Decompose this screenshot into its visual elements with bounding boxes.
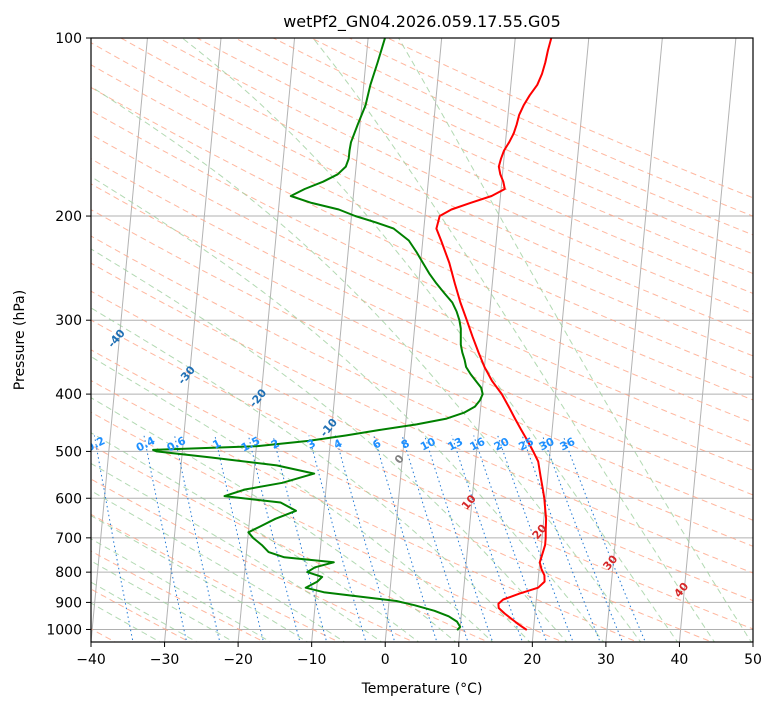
dry-adiabat <box>91 550 266 642</box>
moist-adiabat <box>181 38 679 642</box>
dry-adiabat <box>91 262 753 574</box>
y-tick-label: 1000 <box>46 622 82 638</box>
isotherm-gridline <box>164 38 222 642</box>
mixing-ratio-label: 16 <box>468 435 488 454</box>
data-layer <box>152 38 553 631</box>
dry-adiabat <box>157 38 753 315</box>
moist-adiabat <box>398 38 752 642</box>
isotherm-gridline <box>237 38 296 642</box>
moist-adiabat <box>91 560 235 642</box>
isotherm-gridline <box>384 38 443 642</box>
grid-layer <box>91 38 753 642</box>
moist-adiabat <box>91 176 605 642</box>
dry-adiabat <box>91 588 191 642</box>
dry-adiabat <box>91 411 564 642</box>
mixing-ratio-label: 10 <box>418 435 438 454</box>
x-tick-label: −40 <box>76 652 106 668</box>
x-tick-label: −30 <box>150 652 180 668</box>
dry-adiabat <box>91 209 753 521</box>
y-tick-label: 300 <box>55 313 82 329</box>
y-tick-label: 600 <box>55 491 82 507</box>
dry-adiabat <box>91 158 753 471</box>
x-tick-label: 10 <box>450 652 468 668</box>
mixing-ratio-label: 30 <box>537 435 557 454</box>
x-tick-label: 30 <box>597 652 615 668</box>
moist-adiabat <box>91 538 272 642</box>
moist-adiabat <box>91 432 420 642</box>
isotherm-gridline <box>531 38 590 642</box>
dry-adiabat <box>91 86 753 401</box>
y-tick-label: 700 <box>55 531 82 547</box>
mixing-ratio-label: 25 <box>516 435 536 454</box>
axis-layer: −40 −30 −20 −10 0 10 20 30 40 50 100 200 300 400 500 60… <box>46 31 762 668</box>
y-tick-label: 100 <box>55 31 82 47</box>
mixing-ratio-label: 36 <box>558 435 578 454</box>
x-axis-title: Temperature (°C) <box>361 681 483 697</box>
mixing-ratio-line <box>334 435 396 642</box>
x-tick-label: −10 <box>297 652 327 668</box>
moist-adiabat <box>91 515 309 642</box>
y-axis-title: Pressure (hPa) <box>12 290 28 390</box>
dry-adiabat <box>91 133 753 447</box>
x-tick-label: −20 <box>223 652 253 668</box>
dry-adiabat <box>91 349 714 642</box>
moist-adiabat <box>91 248 568 642</box>
mixing-ratio-line <box>93 435 134 642</box>
mixing-ratio-label: 20 <box>492 435 512 454</box>
mixing-ratio-line <box>521 435 601 642</box>
y-tick-label: 900 <box>55 595 82 611</box>
mixing-ratio-line <box>272 435 328 642</box>
y-tick-label: 800 <box>55 565 82 581</box>
dry-adiabat <box>119 38 753 336</box>
dry-adiabat <box>91 290 753 602</box>
temperature-profile <box>435 38 553 631</box>
y-tick-label: 200 <box>55 209 82 225</box>
mixing-ratio-line <box>143 435 188 642</box>
dry-adiabat <box>91 319 753 630</box>
y-tick-label: 400 <box>55 387 82 403</box>
moist-adiabat <box>91 85 642 642</box>
dewpoint-profile <box>152 38 484 631</box>
isotherm-gridline <box>458 38 516 642</box>
x-tick-label: 20 <box>523 652 541 668</box>
mixing-ratio-line <box>214 435 265 642</box>
x-tick-label: 40 <box>671 652 689 668</box>
moist-adiabat <box>312 38 715 642</box>
mixing-ratio-label: 13 <box>446 435 466 454</box>
dry-adiabat <box>91 64 753 379</box>
plot-frame <box>90 37 754 643</box>
mixing-ratio-line <box>542 435 624 642</box>
y-tick-label: 500 <box>55 444 82 460</box>
moist-adiabat <box>91 462 383 642</box>
x-tick-label: 50 <box>744 652 762 668</box>
moist-adiabat <box>91 581 198 642</box>
moist-adiabat <box>91 356 494 642</box>
x-tick-label: 0 <box>381 652 390 668</box>
mixing-ratio-line <box>373 435 438 642</box>
mixing-ratio-line <box>174 435 221 642</box>
mixing-ratio-line <box>562 435 646 642</box>
isotherm-gridline <box>605 38 663 642</box>
dry-adiabat <box>91 235 753 547</box>
mixing-ratio-line <box>247 435 301 642</box>
chart-title: wetPf2_GN04.2026.059.17.55.G05 <box>283 12 561 32</box>
